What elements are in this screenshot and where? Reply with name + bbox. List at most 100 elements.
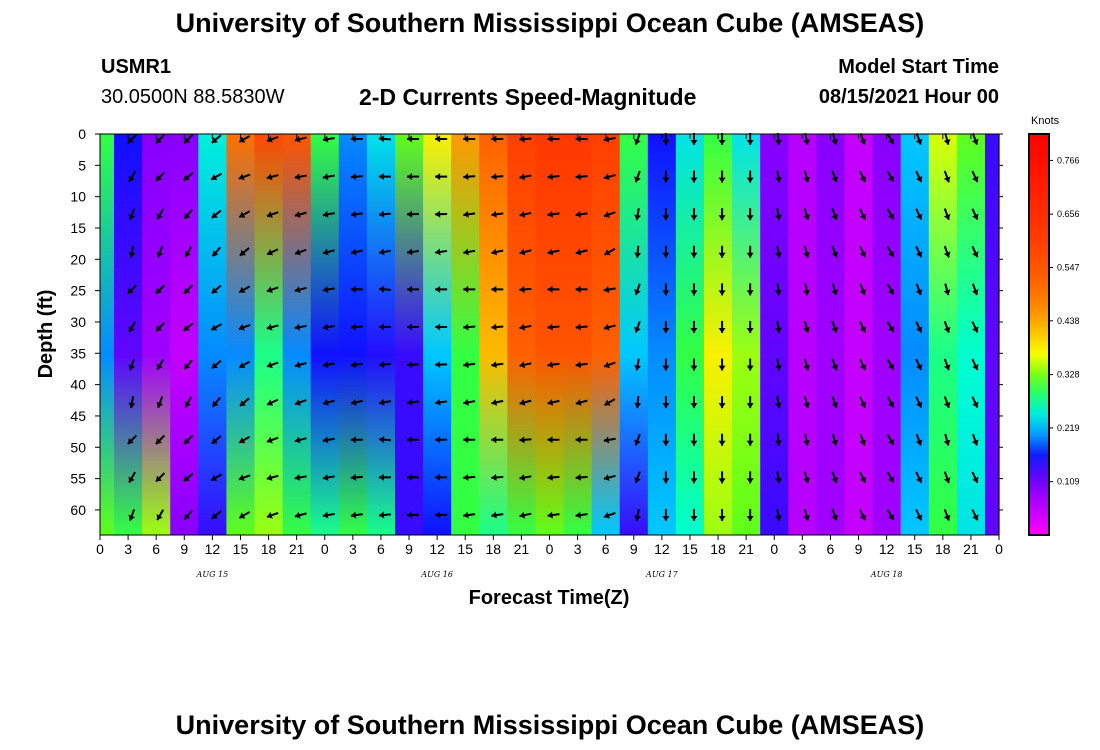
vector-arrowhead: [322, 361, 329, 369]
vector-arrowhead: [519, 399, 526, 406]
vector-arrowhead: [491, 398, 498, 406]
vector-arrowhead: [774, 176, 782, 183]
vector-arrowhead: [859, 326, 867, 333]
vector-arrowhead: [575, 511, 582, 519]
x-tick-label: 9: [405, 541, 413, 557]
vector-arrowhead: [915, 213, 923, 220]
x-tick-label: 12: [429, 541, 445, 557]
vector-arrowhead: [831, 289, 839, 296]
vector-arrowhead: [888, 175, 895, 182]
heatmap-column: [788, 134, 817, 535]
vector-arrowhead: [888, 476, 895, 483]
vector-arrowhead: [350, 248, 357, 256]
colorbar-tick-label: 0.328: [1057, 370, 1080, 380]
vector-arrowhead: [407, 473, 413, 481]
vector-arrowhead: [183, 324, 190, 331]
vector-arrowhead: [831, 514, 839, 521]
vector-arrowhead: [128, 175, 135, 182]
x-tick-label: 18: [261, 541, 277, 557]
vector-arrowhead: [575, 323, 581, 331]
vector-arrowhead: [634, 252, 642, 258]
vector-arrowhead: [888, 438, 895, 445]
vector-arrowhead: [690, 403, 698, 409]
vector-arrowhead: [491, 173, 497, 181]
vector-arrowhead: [266, 211, 273, 218]
vector-arrowhead: [831, 139, 839, 145]
vector-arrowhead: [127, 137, 134, 144]
x-tick-label: 0: [546, 541, 554, 557]
vector-arrowhead: [690, 440, 698, 446]
vector-arrowhead: [746, 177, 754, 183]
vector-arrowhead: [350, 285, 356, 293]
colorbar-tick-label: 0.547: [1057, 263, 1080, 273]
vector-arrowhead: [859, 213, 867, 220]
vector-arrowhead: [239, 136, 246, 143]
vector-arrowhead: [295, 248, 301, 256]
y-axis-title: Depth (ft): [35, 290, 57, 379]
vector-arrowhead: [267, 249, 274, 256]
vector-arrowhead: [803, 364, 810, 371]
y-tick-label: 60: [70, 502, 86, 518]
vector-arrowhead: [407, 323, 413, 331]
vector-arrowhead: [350, 173, 357, 181]
vector-arrowhead: [239, 362, 246, 369]
vector-arrowhead: [407, 361, 413, 369]
vector-arrowhead: [662, 215, 670, 221]
vector-arrowhead: [127, 287, 134, 294]
heatmap-column: [198, 134, 228, 535]
vector-arrowhead: [407, 285, 413, 293]
vector-arrowhead: [859, 363, 867, 371]
x-tick-label: 21: [514, 541, 530, 557]
y-tick-label: 5: [78, 157, 86, 173]
vector-arrowhead: [662, 177, 670, 183]
vector-arrowhead: [662, 252, 670, 258]
vector-arrowhead: [322, 399, 329, 406]
vector-arrowhead: [972, 213, 979, 220]
vector-arrowhead: [519, 436, 525, 444]
x-tick-label: 6: [377, 541, 385, 557]
vector-arrowhead: [350, 398, 357, 406]
vector-arrowhead: [575, 248, 582, 256]
vector-arrowhead: [294, 361, 301, 369]
vector-arrowhead: [183, 174, 190, 181]
vector-arrowhead: [575, 399, 582, 406]
vector-arrowhead: [211, 324, 218, 331]
vector-arrowhead: [128, 476, 135, 483]
colorbar-tick-label: 0.766: [1057, 155, 1080, 165]
vector-arrowhead: [294, 511, 301, 519]
vector-arrowhead: [211, 136, 218, 143]
y-tick-label: 25: [70, 283, 86, 299]
heatmap-column: [338, 134, 368, 535]
vector-arrowhead: [463, 361, 469, 369]
vector-arrowhead: [547, 210, 553, 218]
vector-arrowhead: [519, 210, 526, 218]
vector-arrowhead: [943, 289, 951, 296]
vector-arrowhead: [294, 135, 301, 143]
vector-arrowhead: [575, 173, 581, 181]
vector-arrowhead: [491, 436, 497, 444]
vector-arrowhead: [266, 436, 273, 444]
vector-arrowhead: [718, 215, 726, 221]
vector-arrowhead: [294, 286, 301, 294]
vector-arrowhead: [239, 249, 246, 256]
heatmap-column: [451, 134, 480, 535]
vector-arrowhead: [266, 286, 273, 294]
vector-arrowhead: [156, 251, 164, 258]
heatmap-column: [984, 134, 1000, 535]
vector-arrowhead: [519, 135, 525, 143]
vector-arrowhead: [690, 140, 698, 145]
vector-arrowhead: [379, 398, 385, 406]
vector-arrowhead: [266, 323, 273, 331]
vector-arrowhead: [972, 326, 979, 333]
vector-arrowhead: [718, 177, 726, 183]
vector-arrowhead: [295, 399, 301, 406]
vector-arrowhead: [859, 401, 867, 408]
vector-arrowhead: [774, 214, 782, 221]
heatmap-column: [872, 134, 902, 535]
vector-arrowhead: [888, 326, 895, 333]
vector-arrowhead: [603, 173, 610, 181]
vector-arrowhead: [831, 176, 839, 183]
vector-arrowhead: [435, 248, 441, 256]
vector-arrowhead: [972, 476, 979, 483]
x-tick-label: 12: [205, 541, 221, 557]
